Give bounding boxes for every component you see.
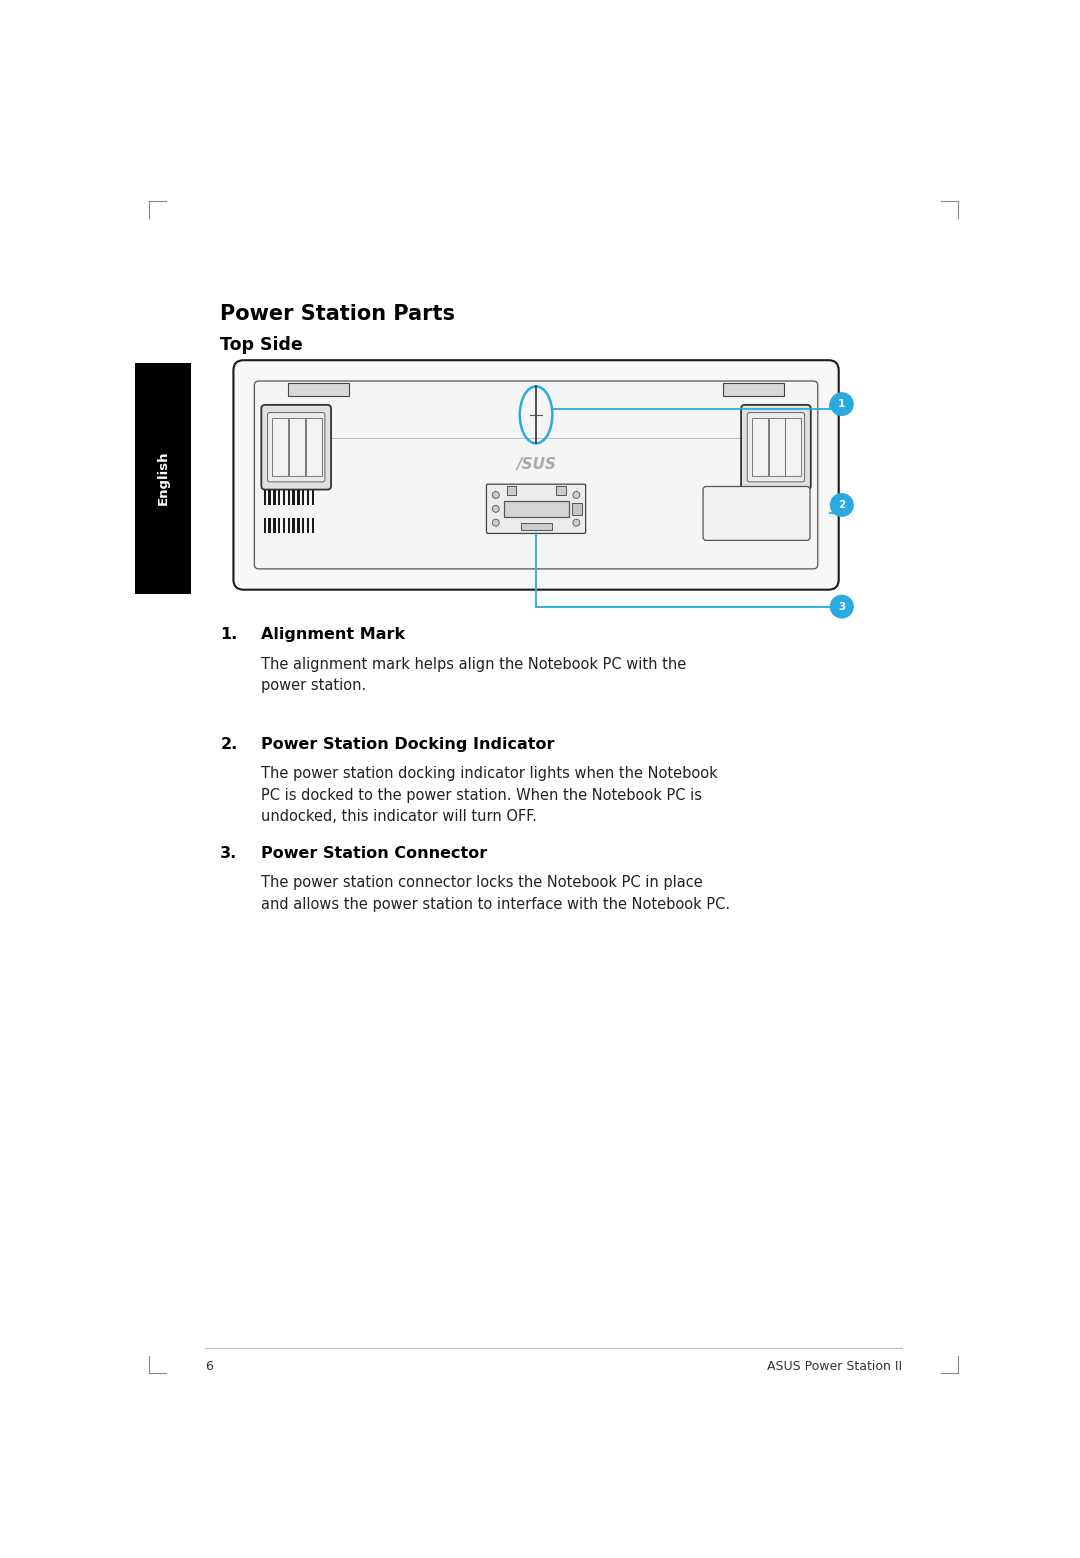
Text: English: English xyxy=(157,450,170,505)
Bar xyxy=(264,489,266,505)
Bar xyxy=(571,503,582,516)
Text: Power Station Parts: Power Station Parts xyxy=(220,304,456,324)
Bar xyxy=(312,489,314,505)
Bar xyxy=(521,522,552,530)
Bar xyxy=(278,519,281,533)
FancyBboxPatch shape xyxy=(703,486,810,541)
Bar xyxy=(289,418,305,477)
Circle shape xyxy=(572,519,580,527)
FancyBboxPatch shape xyxy=(233,360,839,589)
Bar xyxy=(269,519,271,533)
Bar xyxy=(724,383,784,396)
Bar xyxy=(752,418,768,477)
FancyBboxPatch shape xyxy=(747,413,805,481)
Text: 2: 2 xyxy=(838,500,846,509)
Text: 1: 1 xyxy=(838,399,846,410)
Text: Power Station Docking Indicator: Power Station Docking Indicator xyxy=(260,737,554,753)
Circle shape xyxy=(492,519,499,527)
Bar xyxy=(307,519,309,533)
Bar xyxy=(269,489,271,505)
Bar xyxy=(293,519,295,533)
Text: 2.: 2. xyxy=(220,737,238,753)
Circle shape xyxy=(829,492,854,517)
Circle shape xyxy=(829,595,854,619)
Bar xyxy=(288,383,349,396)
Text: 3.: 3. xyxy=(220,846,238,862)
Bar xyxy=(302,519,305,533)
FancyBboxPatch shape xyxy=(741,405,811,489)
FancyBboxPatch shape xyxy=(486,485,585,533)
Text: ASUS Power Station II: ASUS Power Station II xyxy=(767,1360,902,1374)
Text: /SUS: /SUS xyxy=(516,456,556,472)
Bar xyxy=(264,519,266,533)
FancyBboxPatch shape xyxy=(255,382,818,569)
Bar xyxy=(306,418,322,477)
Bar xyxy=(769,418,785,477)
Text: The alignment mark helps align the Notebook PC with the
power station.: The alignment mark helps align the Noteb… xyxy=(260,656,686,693)
Text: Power Station Connector: Power Station Connector xyxy=(260,846,487,862)
Bar xyxy=(273,489,275,505)
Text: 3: 3 xyxy=(838,601,846,612)
Bar xyxy=(273,519,275,533)
Circle shape xyxy=(572,505,580,513)
Bar xyxy=(283,489,285,505)
FancyBboxPatch shape xyxy=(261,405,332,489)
Text: 1.: 1. xyxy=(220,628,238,642)
Bar xyxy=(556,486,566,495)
Bar xyxy=(297,519,299,533)
FancyBboxPatch shape xyxy=(268,413,325,481)
Circle shape xyxy=(829,393,854,416)
Circle shape xyxy=(572,491,580,499)
Bar xyxy=(307,489,309,505)
Text: The power station docking indicator lights when the Notebook
PC is docked to the: The power station docking indicator ligh… xyxy=(260,767,717,824)
Bar xyxy=(503,502,568,517)
Bar xyxy=(283,519,285,533)
Text: Alignment Mark: Alignment Mark xyxy=(260,628,405,642)
Bar xyxy=(297,489,299,505)
Text: 6: 6 xyxy=(205,1360,213,1374)
Bar xyxy=(278,489,281,505)
Bar xyxy=(287,489,291,505)
Text: The power station connector locks the Notebook PC in place
and allows the power : The power station connector locks the No… xyxy=(260,876,730,911)
Circle shape xyxy=(492,505,499,513)
Bar xyxy=(287,519,291,533)
Bar xyxy=(312,519,314,533)
Bar xyxy=(272,418,288,477)
Bar xyxy=(302,489,305,505)
Bar xyxy=(507,486,516,495)
Bar xyxy=(785,418,801,477)
Circle shape xyxy=(492,491,499,499)
Bar xyxy=(293,489,295,505)
Bar xyxy=(135,363,191,594)
Text: Top Side: Top Side xyxy=(220,335,303,354)
